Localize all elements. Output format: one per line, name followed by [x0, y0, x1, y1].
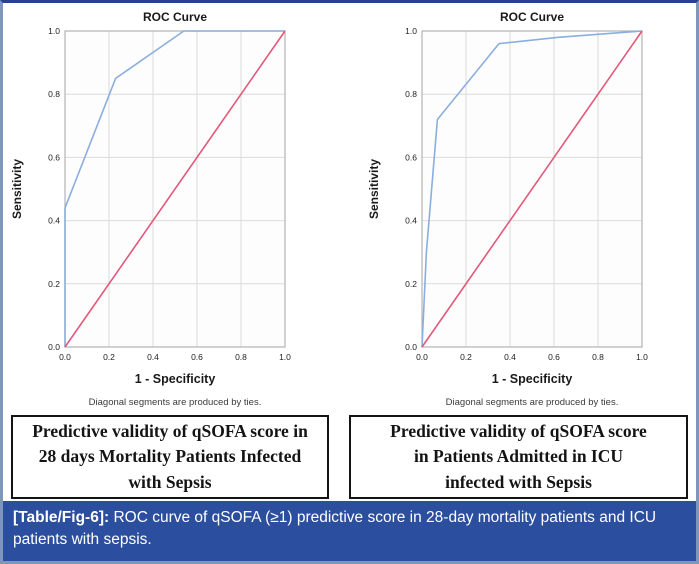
y-tick-label: 0.0	[405, 342, 417, 352]
charts-row: 0.0 0.2 0.4 0.6 0.8 1.0 0.0 0.2 0.4 0.6 0.8 1.0 ROC …	[3, 3, 696, 415]
y-tick-label: 0.6	[405, 152, 417, 162]
y-tick-label: 1.0	[48, 26, 60, 36]
chart-title: ROC Curve	[143, 10, 207, 24]
y-tick-label: 0.4	[405, 216, 417, 226]
roc-panel-right: 0.0 0.2 0.4 0.6 0.8 1.0 0.0 0.2 0.4 0.6 0.8 1.0 ROC …	[351, 3, 697, 415]
y-tick-label: 0.8	[405, 89, 417, 99]
y-tick-label: 0.6	[48, 152, 60, 162]
plot-border	[64, 30, 286, 348]
panel-caption-right-line-2: in Patients Admitted in ICU	[413, 446, 624, 467]
roc-panel-left: 0.0 0.2 0.4 0.6 0.8 1.0 0.0 0.2 0.4 0.6 0.8 1.0 ROC …	[3, 3, 351, 415]
chart-footnote: Diagonal segments are produced by ties.	[446, 397, 619, 408]
panel-caption-left-line-2: 28 days Mortality Patients Infected	[38, 446, 302, 467]
roc-curve-line	[64, 30, 285, 347]
x-tick-label: 0.4	[504, 352, 516, 362]
y-tick-label: 1.0	[405, 26, 417, 36]
x-tick-label: 0.6	[548, 352, 560, 362]
chart-footnote: Diagonal segments are produced by ties.	[89, 397, 262, 408]
y-tick-label: 0.8	[48, 89, 60, 99]
x-tick-label: 0.8	[592, 352, 604, 362]
x-tick-label: 0.4	[147, 352, 159, 362]
y-tick-label: 0.2	[405, 279, 417, 289]
x-tick-label: 1.0	[636, 352, 648, 362]
y-axis-label: Sensitivity	[10, 159, 24, 219]
chart-title: ROC Curve	[500, 10, 564, 24]
reference-diagonal-line	[421, 30, 643, 348]
panel-caption-left-line-1: Predictive validity of qSOFA score in	[32, 420, 308, 441]
roc-chart-left: 0.0 0.2 0.4 0.6 0.8 1.0 0.0 0.2 0.4 0.6 0.8 1.0 ROC …	[10, 10, 291, 408]
x-axis-label: 1 - Specificity	[492, 372, 573, 386]
reference-diagonal-line	[64, 30, 286, 348]
y-tick-label: 0.4	[48, 216, 60, 226]
y-tick-label: 0.2	[48, 279, 60, 289]
x-tick-label: 1.0	[279, 352, 291, 362]
x-tick-label: 0.0	[59, 352, 71, 362]
x-tick-label: 0.0	[416, 352, 428, 362]
y-tick-label: 0.0	[48, 342, 60, 352]
x-axis-label: 1 - Specificity	[135, 372, 216, 386]
figure-caption-bar: [Table/Fig-6]: ROC curve of qSOFA (≥1) p…	[3, 501, 696, 561]
plot-border	[421, 30, 643, 348]
panel-caption-right-line-3: infected with Sepsis	[445, 471, 592, 492]
panel-caption-left: Predictive validity of qSOFA score in 28…	[11, 415, 329, 499]
panel-caption-right: Predictive validity of qSOFA score in Pa…	[349, 415, 688, 499]
roc-chart-right: 0.0 0.2 0.4 0.6 0.8 1.0 0.0 0.2 0.4 0.6 0.8 1.0 ROC …	[367, 10, 648, 408]
panel-caption-left-line-3: with Sepsis	[128, 471, 212, 492]
x-tick-label: 0.2	[460, 352, 472, 362]
x-tick-label: 0.8	[235, 352, 247, 362]
x-tick-label: 0.6	[191, 352, 203, 362]
x-tick-label: 0.2	[103, 352, 115, 362]
panel-caption-right-line-1: Predictive validity of qSOFA score	[390, 420, 647, 441]
figure-caption-text: ROC curve of qSOFA (≥1) predictive score…	[13, 509, 657, 549]
y-axis-label: Sensitivity	[367, 159, 381, 219]
roc-curve-line	[421, 30, 643, 348]
panel-captions-row: Predictive validity of qSOFA score in 28…	[3, 415, 696, 499]
figure-caption-label: [Table/Fig-6]:	[13, 509, 110, 526]
